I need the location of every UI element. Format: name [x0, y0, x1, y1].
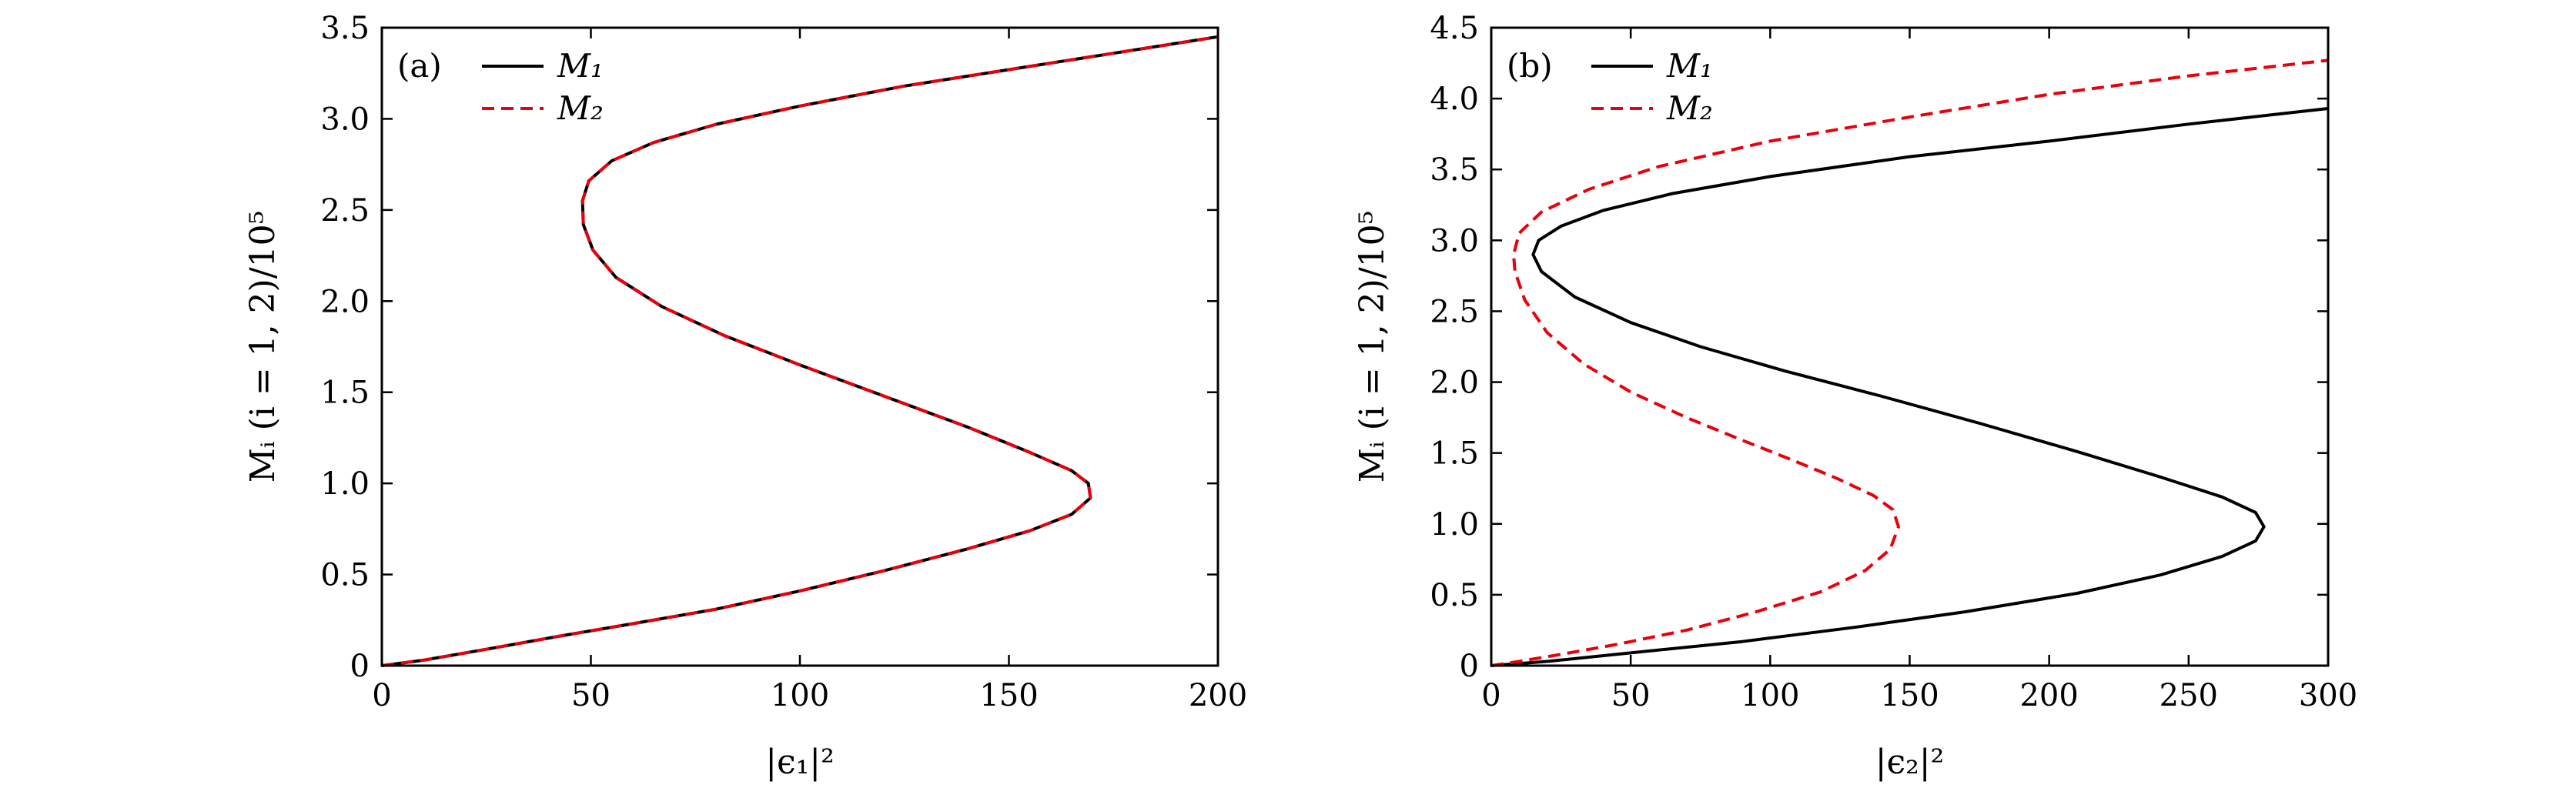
panel-a-xtick-label: 150	[979, 678, 1038, 713]
panel-a-curves	[381, 35, 1219, 667]
panel-a-frame	[380, 26, 1219, 667]
panel-b-series-m2-line	[1490, 58, 2329, 667]
panel-b-ytick-label: 2.0	[1430, 366, 1479, 401]
panel-b-xtick-label: 150	[1880, 678, 1939, 713]
panel-b-frame	[1490, 26, 2330, 667]
panel-a-y-axis-label: Mᵢ (i = 1, 2)/10⁵	[243, 211, 283, 483]
panel-a-ytick-label: 3.0	[320, 102, 370, 137]
panel-a-xtick-labels: 0 50 100 150 200	[372, 678, 1247, 713]
panel-a-tag: (a)	[397, 47, 442, 85]
panel-b-xtick-label: 50	[1611, 678, 1651, 713]
panel-b-legend-label-m2: M₂	[1666, 89, 1713, 127]
panel-b-ytick-label: 4.5	[1430, 11, 1479, 46]
panel-a-ytick-labels: 0 0.5 1.0 1.5 2.0 2.5 3.0 3.5	[320, 11, 370, 684]
panel-b-xtick-label: 300	[2299, 678, 2357, 713]
panel-b-curves	[1490, 58, 2329, 667]
panel-b-legend: M₁ M₂	[1591, 47, 1713, 127]
panel-a-xtick-label: 0	[372, 678, 391, 713]
panel-b-xtick-label: 200	[2019, 678, 2078, 713]
panel-b-ytick-label: 4.0	[1430, 82, 1479, 117]
panel-a-xtick-label: 100	[771, 678, 829, 713]
panel-a-ytick-label: 1.0	[320, 466, 370, 502]
panel-b-y-axis-label: Mᵢ (i = 1, 2)/10⁵	[1353, 211, 1392, 483]
panel-b-tag: (b)	[1507, 47, 1553, 85]
panel-b-xtick-label: 100	[1741, 678, 1799, 713]
panel-b-ytick-label: 0	[1460, 649, 1479, 684]
panel-b-xtick-label: 0	[1481, 678, 1500, 713]
panel-b-ytick-label: 3.0	[1430, 223, 1479, 259]
panel-b-xtick-label: 250	[2159, 678, 2218, 713]
panel-a: 0 50 100 150 200 00.51.01.52.02.53.03.5 (a) …	[243, 11, 1247, 782]
panel-a-ytick-label: 0	[350, 649, 370, 684]
panel-a-ytick-label: 2.0	[320, 284, 370, 319]
panel-a-xtick-label: 50	[571, 678, 611, 713]
panel-a-xtick-label: 200	[1189, 678, 1247, 713]
panel-b-ytick-label: 3.5	[1430, 152, 1479, 188]
panel-a-legend-label-m1: M₁	[557, 47, 604, 85]
panel-a-ytick-label: 1.5	[320, 376, 370, 411]
panel-a-ytick-label: 2.5	[320, 193, 370, 229]
panel-b-series-m1-line	[1490, 107, 2329, 667]
panel-a-ticks	[380, 26, 1219, 667]
panel-a-ytick-label: 0.5	[320, 558, 370, 593]
panel-b-ytick-label: 1.0	[1430, 507, 1479, 543]
panel-a-ytick-label: 3.5	[320, 11, 370, 46]
panel-b-ytick-label: 2.5	[1430, 294, 1479, 329]
panel-b-xtick-labels: 0 50 100 150 200 250 300	[1481, 678, 2357, 713]
panel-a-series-m1-line	[381, 35, 1219, 667]
panel-a-legend-label-m2: M₂	[557, 89, 604, 127]
panel-b-ytick-label: 0.5	[1430, 578, 1479, 613]
panel-a-legend: M₁ M₂	[482, 47, 604, 127]
panel-b-ytick-labels: 0 0.5 1.0 1.5 2.0 2.5 3.0 3.5 4.0 4.5	[1430, 11, 1479, 684]
panel-b: 0 50 100 150 200 250 300 0 0.5 1.0 1.5 2.0 2.5 3.0 3.…	[1353, 11, 2357, 782]
panel-a-series-m2-line	[381, 35, 1219, 667]
panel-b-legend-label-m1: M₁	[1666, 47, 1713, 85]
panel-b-ytick-label: 1.5	[1430, 436, 1479, 472]
panel-b-x-axis-label: |ϵ₂|²	[1875, 743, 1945, 782]
panel-a-x-axis-label: |ϵ₁|²	[765, 743, 835, 782]
